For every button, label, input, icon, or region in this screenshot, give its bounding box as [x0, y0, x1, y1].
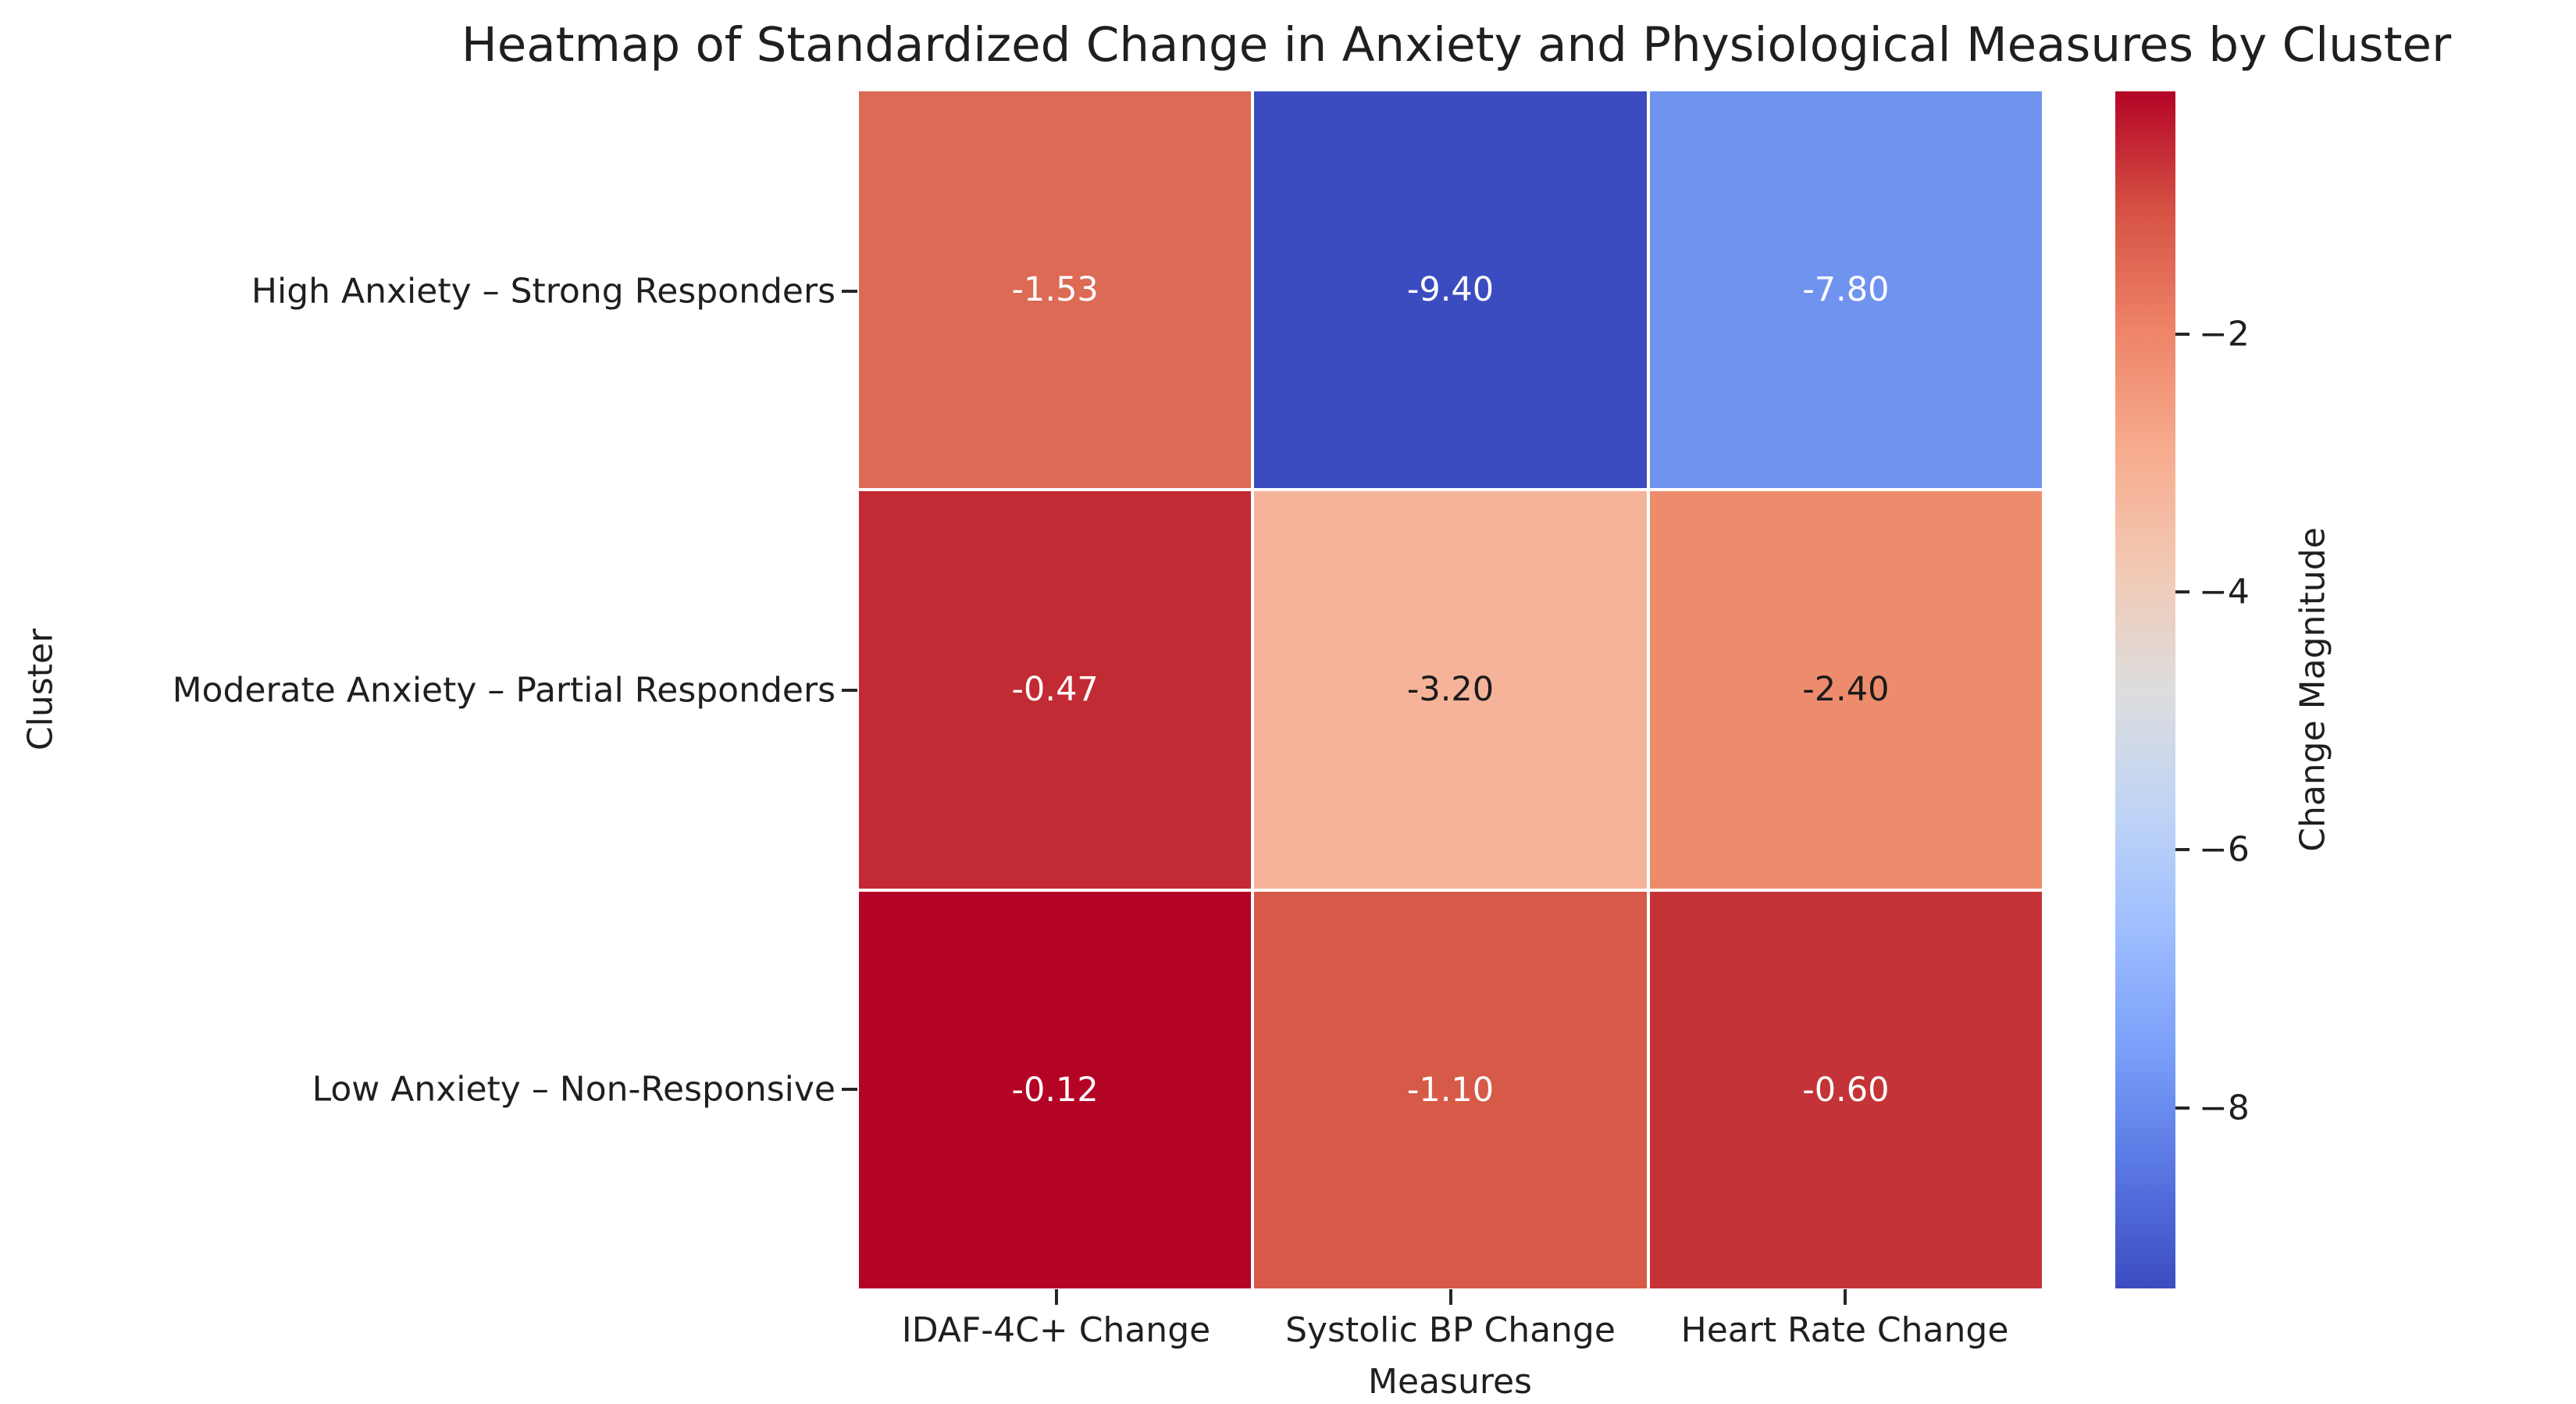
x-tick-mark-1	[1448, 1289, 1452, 1305]
cell-value: -1.10	[1406, 1070, 1495, 1110]
cell-value: -0.47	[1011, 670, 1099, 710]
x-tick-label-0: IDAF-4C+ Change	[901, 1310, 1211, 1350]
colorbar-tick-label-2: −6	[2199, 829, 2250, 870]
cell-value: -1.53	[1011, 270, 1099, 310]
heatmap-cell-r1c0: -0.47	[859, 491, 1252, 889]
y-tick-label-0: High Anxiety – Strong Responders	[251, 271, 836, 311]
heatmap-cell-r2c0: -0.12	[859, 891, 1252, 1288]
y-tick-label-1: Moderate Anxiety – Partial Responders	[172, 670, 836, 710]
x-axis-label: Measures	[1368, 1362, 1532, 1402]
heatmap-cell-r2c2: -0.60	[1649, 891, 2042, 1288]
colorbar-tick-mark-2	[2175, 848, 2189, 852]
colorbar-tick-mark-0	[2175, 332, 2189, 336]
heatmap-cell-r1c1: -3.20	[1254, 491, 1647, 889]
colorbar-tick-label-1: −4	[2199, 572, 2250, 612]
heatmap-grid: -1.53 -9.40 -7.80 -0.47 -3.20 -2.40 -0.12 -1.10…	[859, 91, 2042, 1288]
heatmap-cell-r0c2: -7.80	[1649, 91, 2042, 489]
colorbar-label: Change Magnitude	[2293, 527, 2333, 852]
y-tick-mark-1	[842, 688, 857, 692]
cell-value: -3.20	[1406, 670, 1495, 710]
cell-value: -7.80	[1802, 270, 1890, 310]
y-tick-mark-2	[842, 1087, 857, 1091]
x-tick-label-2: Heart Rate Change	[1680, 1310, 2009, 1350]
heatmap-cell-r2c1: -1.10	[1254, 891, 1647, 1288]
heatmap-cell-r0c1: -9.40	[1254, 91, 1647, 489]
colorbar-tick-label-3: −8	[2199, 1088, 2250, 1128]
heatmap-cell-r1c2: -2.40	[1649, 491, 2042, 889]
x-tick-mark-2	[1843, 1289, 1847, 1305]
y-tick-label-2: Low Anxiety – Non-Responsive	[312, 1069, 836, 1109]
colorbar-tick-mark-3	[2175, 1106, 2189, 1110]
cell-value: -0.12	[1011, 1070, 1099, 1110]
heatmap-cell-r0c0: -1.53	[859, 91, 1252, 489]
x-tick-label-1: Systolic BP Change	[1285, 1310, 1616, 1350]
x-tick-mark-0	[1054, 1289, 1058, 1305]
colorbar-gradient	[2115, 91, 2175, 1288]
chart-title: Heatmap of Standardized Change in Anxiet…	[461, 17, 2452, 73]
colorbar-tick-mark-1	[2175, 590, 2189, 593]
y-tick-mark-0	[842, 289, 857, 293]
cell-value: -0.60	[1802, 1070, 1890, 1110]
cell-value: -2.40	[1802, 670, 1890, 710]
colorbar-tick-label-0: −2	[2199, 314, 2250, 355]
cell-value: -9.40	[1406, 270, 1495, 310]
